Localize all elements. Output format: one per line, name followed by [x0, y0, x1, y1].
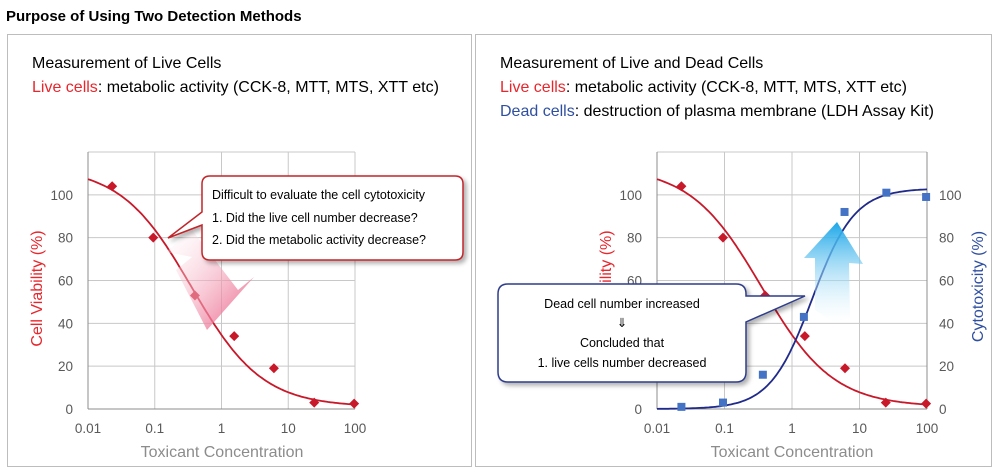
dead-cells-desc: : destruction of plasma membrane (LDH As…	[574, 103, 934, 120]
data-point-cytotoxicity	[922, 192, 931, 201]
x-axis-label: Toxicant Concentration	[141, 444, 304, 461]
x-tick-label: 1	[788, 421, 796, 436]
data-point-viability	[107, 181, 118, 192]
callout-right-line-3: Concluded that	[580, 336, 665, 350]
callout-left-line-3: 2. Did the metabolic activity decrease?	[212, 233, 426, 247]
y2-tick-label: 80	[939, 231, 954, 246]
y-tick-label: 0	[634, 402, 642, 417]
data-point-viability	[349, 398, 360, 409]
x-tick-label: 0.1	[145, 421, 164, 436]
callout-box-right	[497, 283, 806, 383]
annotations: Difficult to evaluate the cell cytotoxic…	[166, 175, 863, 383]
x-tick-label: 100	[916, 421, 939, 436]
y-axis-label: Cell Viability (%)	[29, 230, 46, 346]
y-tick-label: 100	[619, 188, 642, 203]
panel-heading: Measurement of Live and Dead Cells	[500, 55, 764, 72]
data-point-viability	[229, 331, 240, 342]
y2-tick-label: 60	[939, 274, 954, 289]
live-cells-desc: : metabolic activity (CCK-8, MTT, MTS, X…	[565, 79, 907, 96]
callout-left-line-1: Difficult to evaluate the cell cytotoxic…	[212, 188, 426, 202]
x-tick-label: 0.1	[715, 421, 734, 436]
callout-right-line-1: Dead cell number increased	[544, 297, 700, 311]
data-point-viability	[840, 363, 851, 374]
y-tick-label: 80	[627, 231, 642, 246]
callout-box-left	[167, 175, 464, 261]
data-point-viability	[717, 232, 728, 243]
data-point-cytotoxicity	[677, 402, 686, 411]
live-cells-desc: : metabolic activity (CCK-8, MTT, MTS, X…	[97, 79, 439, 96]
y2-tick-label: 0	[939, 402, 947, 417]
blue-arrow	[804, 222, 863, 323]
data-point-cytotoxicity	[758, 370, 767, 379]
pink-arrow	[166, 230, 254, 330]
x-tick-label: 10	[281, 421, 296, 436]
data-point-viability	[799, 331, 810, 342]
callout-left-line-2: 1. Did the live cell number decrease?	[212, 211, 418, 225]
data-point-cytotoxicity	[799, 312, 808, 321]
data-point-viability	[309, 397, 320, 408]
x-tick-label: 100	[344, 421, 367, 436]
x-tick-label: 1	[218, 421, 226, 436]
x-tick-label: 0.01	[75, 421, 101, 436]
data-point-cytotoxicity	[882, 188, 891, 197]
data-point-viability	[148, 232, 159, 243]
page-title: Purpose of Using Two Detection Methods	[6, 8, 302, 25]
dead-cells-line: Dead cells: destruction of plasma membra…	[500, 103, 934, 121]
callout-right-line-2: ⇓	[617, 316, 627, 330]
x-axis-label: Toxicant Concentration	[711, 444, 874, 461]
data-point-viability	[880, 397, 891, 408]
live-cells-line: Live cells: metabolic activity (CCK-8, M…	[500, 79, 907, 97]
x-tick-label: 0.01	[644, 421, 670, 436]
y2-axis-label: Cytotoxicity (%)	[970, 231, 987, 342]
data-point-cytotoxicity	[840, 207, 849, 216]
viability-fit-curve	[656, 178, 928, 406]
callout-right-line-4: 1. live cells number decreased	[538, 356, 707, 370]
panel-heading: Measurement of Live Cells	[32, 55, 222, 72]
y-tick-label: 0	[65, 402, 73, 417]
chart-live-cells: 0.01 0.1 1 10 100 0 20 40 60 80 100 Toxicant Concen…	[29, 151, 367, 461]
data-point-viability	[676, 181, 687, 192]
viability-fit-curve	[87, 178, 356, 406]
cytotoxicity-fit-curve	[656, 188, 928, 410]
y-tick-label: 60	[58, 274, 73, 289]
panel-live-dead-cells: Measurement of Live and Dead Cells Live …	[475, 34, 992, 467]
data-point-cytotoxicity	[718, 398, 727, 407]
y2-tick-label: 100	[939, 188, 962, 203]
y-tick-label: 40	[58, 316, 73, 331]
x-tick-label: 10	[852, 421, 867, 436]
y2-tick-label: 20	[939, 359, 954, 374]
live-cells-label: Live cells	[32, 79, 98, 96]
y2-tick-label: 40	[939, 316, 954, 331]
y-tick-label: 20	[58, 359, 73, 374]
data-point-viability	[921, 398, 932, 409]
y-tick-label: 80	[58, 231, 73, 246]
live-cells-line: Live cells: metabolic activity (CCK-8, M…	[32, 79, 439, 97]
live-cells-label: Live cells	[500, 79, 566, 96]
dead-cells-label: Dead cells	[500, 103, 575, 120]
y-tick-label: 100	[50, 188, 73, 203]
data-point-viability	[268, 363, 279, 374]
